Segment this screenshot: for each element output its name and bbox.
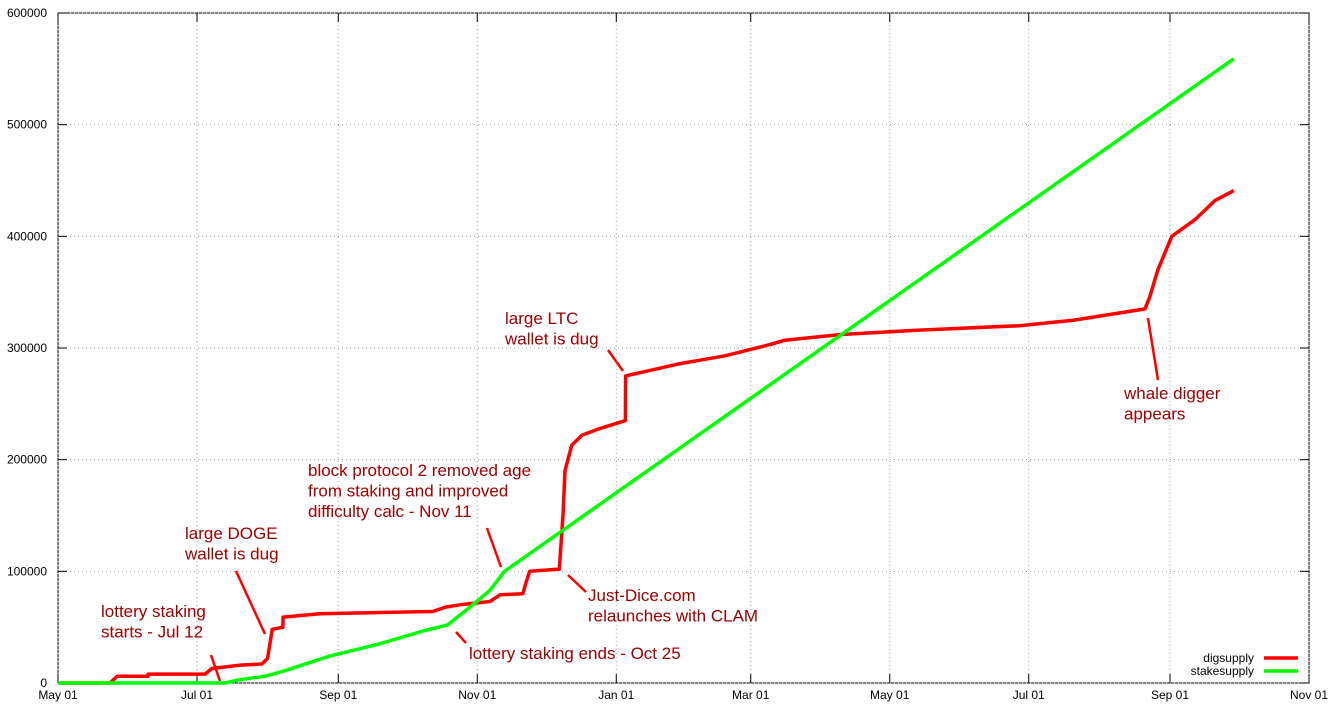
x-tick-label: Sep 01 <box>1151 688 1189 702</box>
x-tick-label: Jan 01 <box>598 688 634 702</box>
annotation: starts - Jul 12 <box>101 623 203 642</box>
annotation: relaunches with CLAM <box>588 607 758 626</box>
y-tick-label: 0 <box>40 676 47 690</box>
annotation: lottery staking <box>101 602 206 621</box>
y-tick-label: 500000 <box>7 118 47 132</box>
x-tick-label: Jul 01 <box>1013 688 1045 702</box>
annotation: wallet is dug <box>184 545 279 564</box>
arrow <box>1146 317 1160 381</box>
annotation: difficulty calc - Nov 11 <box>308 502 472 521</box>
x-tick-label: Mar 01 <box>732 688 770 702</box>
legend-label: stakesupply <box>1191 664 1254 678</box>
annotation: large DOGE <box>185 524 278 543</box>
arrow <box>455 631 467 644</box>
x-tick-label: Nov 01 <box>1290 688 1328 702</box>
annotation: wallet is dug <box>504 330 599 349</box>
arrow <box>485 527 503 568</box>
arrow <box>234 570 267 635</box>
plot-frame <box>57 12 1310 684</box>
annotation: lottery staking ends - Oct 25 <box>469 644 681 663</box>
legend-label: digsupply <box>1203 651 1254 665</box>
x-tick-label: Nov 01 <box>458 688 496 702</box>
y-tick-label: 400000 <box>7 229 47 243</box>
annotation: large LTC <box>505 309 578 328</box>
series-line <box>58 189 1235 685</box>
arrow <box>606 349 625 372</box>
arrow <box>567 574 587 593</box>
y-tick-label: 200000 <box>7 453 47 467</box>
x-tick-label: May 01 <box>38 688 78 702</box>
annotation: block protocol 2 removed age <box>308 461 531 480</box>
annotation: Just-Dice.com <box>588 586 696 605</box>
y-tick-label: 100000 <box>7 564 47 578</box>
x-tick-label: Jul 01 <box>181 688 213 702</box>
x-tick-label: Sep 01 <box>319 688 357 702</box>
y-tick-label: 300000 <box>7 341 47 355</box>
y-tick-label: 600000 <box>7 6 47 20</box>
x-tick-label: May 01 <box>870 688 910 702</box>
annotation: appears <box>1124 405 1185 424</box>
annotation: whale digger <box>1123 384 1221 403</box>
annotation: from staking and improved <box>308 482 508 501</box>
series-line <box>58 57 1235 685</box>
annotation-arrows <box>209 317 1160 682</box>
